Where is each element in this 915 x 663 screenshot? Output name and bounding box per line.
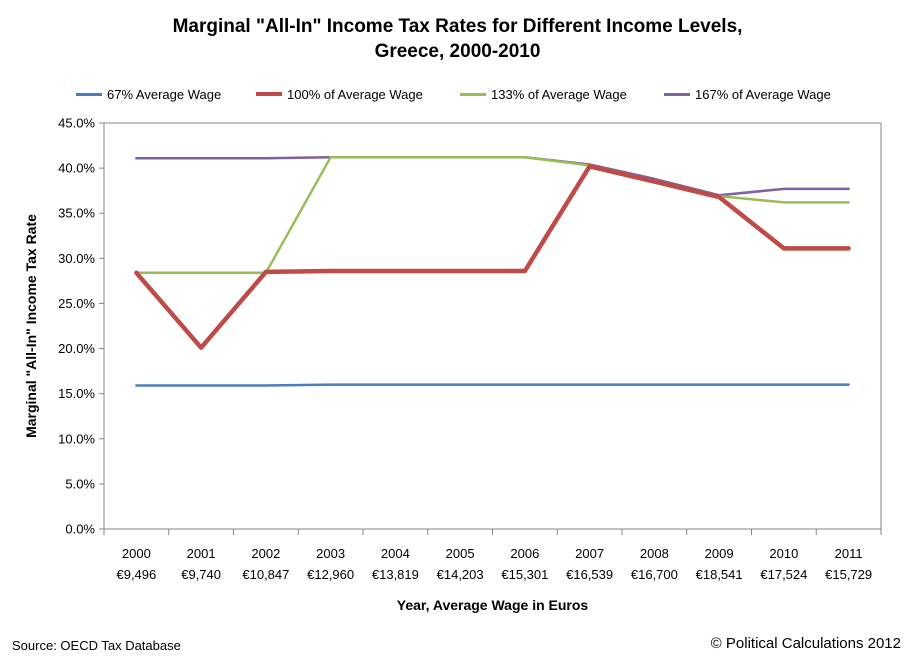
y-axis-title: Marginal "All-In" Income Tax Rate — [23, 214, 39, 438]
x-tick-label-year: 2000 — [122, 546, 151, 561]
x-tick-label-wage: €16,700 — [631, 567, 678, 582]
series-line-100 — [134, 164, 851, 350]
series-line-133 — [135, 156, 850, 275]
chart-legend: 67% Average Wage 100% of Average Wage 13… — [0, 84, 915, 104]
x-tick-label-wage: €12,960 — [307, 567, 354, 582]
legend-swatch-67 — [76, 92, 102, 96]
chart-title: Marginal "All-In" Income Tax Rates for D… — [0, 14, 915, 64]
y-tick-label: 15.0% — [58, 386, 95, 401]
legend-label-100: 100% of Average Wage — [287, 86, 423, 102]
y-tick-label: 0.0% — [65, 522, 95, 537]
x-tick-label-year: 2011 — [835, 546, 863, 561]
legend-item-167: 167% of Average Wage — [664, 84, 831, 104]
source-note: Source: OECD Tax Database — [12, 638, 181, 653]
legend-swatch-133 — [460, 92, 486, 96]
chart-title-line2: Greece, 2000-2010 — [374, 41, 541, 62]
chart-series — [134, 156, 851, 387]
y-tick-label: 35.0% — [58, 206, 95, 221]
chart-axis-labels: 0.0% 5.0% 10.0% 15.0% 20.0% 25.0% 30.0% 35.0% 40… — [23, 116, 872, 614]
y-tick-label: 5.0% — [65, 476, 95, 491]
legend-label-167: 167% of Average Wage — [695, 86, 831, 102]
legend-swatch-167 — [664, 92, 690, 96]
x-tick-label-wage: €18,541 — [696, 567, 743, 582]
legend-label-133: 133% of Average Wage — [491, 86, 627, 102]
y-tick-label: 40.0% — [58, 161, 95, 176]
credit-note: © Political Calculations 2012 — [710, 635, 901, 652]
x-tick-label-wage: €15,301 — [501, 567, 548, 582]
x-tick-label-wage: €9,740 — [181, 567, 221, 582]
x-tick-label-year: 2005 — [446, 546, 475, 561]
x-tick-label-wage: €14,203 — [437, 567, 484, 582]
x-tick-label-wage: €16,539 — [566, 567, 613, 582]
x-tick-label-wage: €17,524 — [760, 567, 807, 582]
x-tick-label-year: 2002 — [251, 546, 280, 561]
legend-item-133: 133% of Average Wage — [460, 84, 627, 104]
legend-item-100: 100% of Average Wage — [256, 84, 423, 104]
x-tick-label-year: 2003 — [316, 546, 345, 561]
x-tick-label-year: 2010 — [769, 546, 798, 561]
y-tick-label: 10.0% — [58, 431, 95, 446]
x-tick-label-year: 2004 — [381, 546, 410, 561]
x-tick-label-wage: €13,819 — [372, 567, 419, 582]
legend-item-67: 67% Average Wage — [76, 84, 221, 104]
x-tick-label-year: 2008 — [640, 546, 669, 561]
y-tick-label: 30.0% — [58, 251, 95, 266]
x-tick-label-year: 2007 — [575, 546, 604, 561]
chart-title-line1: Marginal "All-In" Income Tax Rates for D… — [172, 16, 743, 37]
chart-axes — [99, 122, 882, 535]
legend-label-67: 67% Average Wage — [107, 86, 222, 102]
y-tick-label: 25.0% — [58, 296, 95, 311]
x-tick-label-year: 2009 — [705, 546, 734, 561]
x-tick-label-wage: €10,847 — [242, 567, 289, 582]
y-tick-label: 20.0% — [58, 341, 95, 356]
x-tick-label-wage: €15,729 — [825, 567, 872, 582]
x-tick-label-wage: €9,496 — [116, 567, 156, 582]
x-axis-title: Year, Average Wage in Euros — [397, 597, 589, 613]
x-tick-label-year: 2001 — [187, 546, 216, 561]
series-line-167 — [135, 156, 850, 197]
y-tick-label: 45.0% — [58, 116, 95, 131]
x-tick-label-year: 2006 — [510, 546, 539, 561]
legend-swatch-100 — [256, 92, 282, 96]
series-line-67 — [135, 383, 850, 387]
